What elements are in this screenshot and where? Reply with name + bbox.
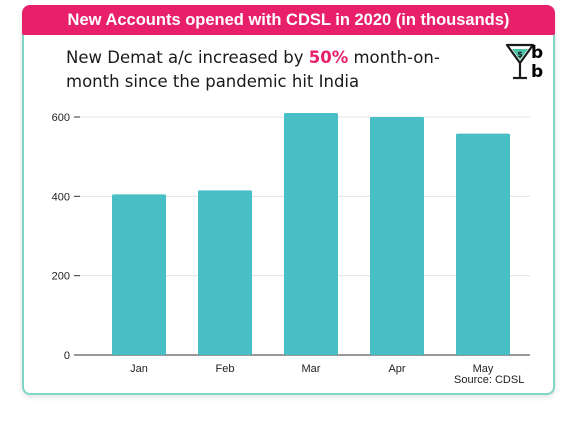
bar-mar xyxy=(284,113,338,356)
bar-may xyxy=(456,133,510,355)
logo-letter-bottom: b xyxy=(531,62,544,82)
chart-subtitle: New Demat a/c increased by 50% month-on-… xyxy=(66,46,486,94)
x-tick-label: Mar xyxy=(302,363,321,375)
svg-text:$: $ xyxy=(517,50,523,59)
x-tick-label: Jan xyxy=(130,363,148,375)
y-tick-label: 600 xyxy=(52,112,70,124)
y-tick-label: 400 xyxy=(52,191,70,203)
cocktail-glass-icon: $ xyxy=(505,43,535,80)
logo-letter-top: b xyxy=(531,43,544,63)
subtitle-suffix: month-on-month since the pandemic hit In… xyxy=(66,48,440,91)
y-tick-label: 0 xyxy=(64,350,70,362)
source-note: Source: CDSL xyxy=(454,374,525,386)
bar-apr xyxy=(370,117,424,355)
subtitle-highlight: 50% xyxy=(308,48,349,67)
bar-jan xyxy=(112,194,166,355)
x-tick-label: Feb xyxy=(216,363,235,375)
subtitle-prefix: New Demat a/c increased by xyxy=(66,48,309,67)
y-tick-label: 200 xyxy=(52,271,70,283)
bar-feb xyxy=(198,190,252,355)
x-tick-label: May xyxy=(473,363,494,375)
chart-title-banner: New Accounts opened with CDSL in 2020 (i… xyxy=(22,5,555,35)
bar-layer xyxy=(112,113,510,356)
chart-title: New Accounts opened with CDSL in 2020 (i… xyxy=(67,10,510,29)
label-layer: 0 200 400 600 Jan Feb Mar Apr May xyxy=(52,112,494,375)
x-tick-label: Apr xyxy=(388,363,405,375)
brand-logo: $ b b xyxy=(505,43,551,83)
